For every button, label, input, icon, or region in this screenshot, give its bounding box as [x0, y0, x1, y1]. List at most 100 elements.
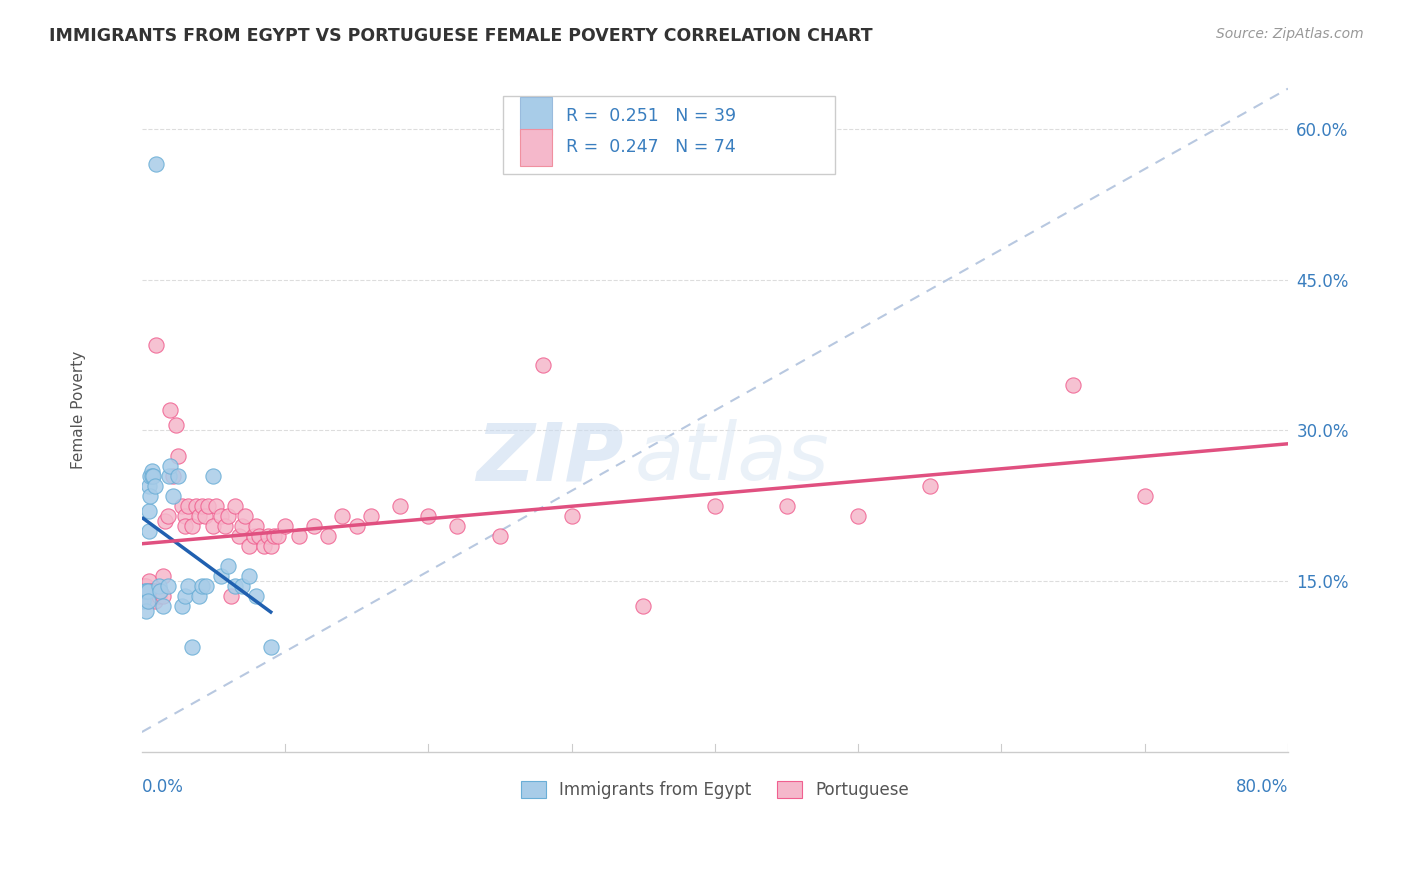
Text: atlas: atlas [634, 419, 830, 497]
Point [138, 504, 160, 518]
Point [134, 579, 156, 593]
Point [846, 508, 869, 523]
Point [918, 479, 941, 493]
Point [288, 529, 311, 543]
Point [138, 574, 160, 589]
FancyBboxPatch shape [520, 128, 553, 166]
Point [176, 499, 198, 513]
Point [252, 539, 274, 553]
Point [703, 499, 725, 513]
Text: R =  0.251   N = 39: R = 0.251 N = 39 [565, 107, 735, 125]
Point [145, 157, 167, 171]
Point [139, 468, 162, 483]
Y-axis label: Female Poverty: Female Poverty [72, 351, 86, 469]
Point [176, 579, 198, 593]
Point [138, 524, 160, 538]
Point [231, 579, 253, 593]
Point [135, 604, 157, 618]
Point [152, 569, 174, 583]
Point [245, 519, 267, 533]
Point [195, 579, 218, 593]
Point [149, 584, 172, 599]
Point [302, 519, 325, 533]
Point [245, 590, 267, 604]
Point [139, 489, 162, 503]
Point [228, 529, 250, 543]
Point [247, 529, 270, 543]
Point [134, 590, 156, 604]
Point [138, 479, 160, 493]
Text: 0.0%: 0.0% [142, 779, 184, 797]
Point [165, 418, 187, 433]
Point [153, 514, 176, 528]
Point [159, 403, 181, 417]
Point [214, 519, 236, 533]
Point [197, 499, 219, 513]
Point [142, 584, 165, 599]
Text: R =  0.247   N = 74: R = 0.247 N = 74 [565, 138, 735, 156]
Point [152, 590, 174, 604]
Point [238, 539, 260, 553]
Point [346, 519, 368, 533]
Point [141, 468, 163, 483]
FancyBboxPatch shape [503, 95, 835, 175]
Point [188, 590, 211, 604]
Point [149, 584, 172, 599]
Point [139, 594, 162, 608]
Point [162, 489, 184, 503]
Point [267, 529, 290, 543]
Point [194, 508, 217, 523]
Point [173, 590, 195, 604]
Point [143, 479, 166, 493]
Point [181, 519, 204, 533]
Point [166, 468, 188, 483]
Point [135, 584, 157, 599]
Point [143, 594, 166, 608]
Point [219, 590, 242, 604]
Point [238, 569, 260, 583]
Point [418, 508, 440, 523]
Point [191, 499, 214, 513]
Point [260, 539, 283, 553]
Point [170, 499, 193, 513]
Point [162, 468, 184, 483]
Point [157, 468, 180, 483]
Point [148, 579, 170, 593]
Point [274, 519, 297, 533]
Point [224, 579, 246, 593]
Point [217, 508, 239, 523]
Point [138, 584, 160, 599]
Point [159, 458, 181, 473]
Point [191, 579, 214, 593]
Point [233, 508, 256, 523]
Point [156, 579, 179, 593]
Point [134, 584, 156, 599]
Point [202, 519, 225, 533]
Point [152, 599, 174, 614]
Point [775, 499, 797, 513]
Point [132, 590, 155, 604]
Text: ZIP: ZIP [475, 419, 623, 497]
Point [136, 584, 159, 599]
Point [136, 584, 159, 599]
Point [141, 464, 163, 478]
Point [132, 579, 155, 593]
Point [166, 449, 188, 463]
Point [633, 599, 655, 614]
Point [332, 508, 354, 523]
Point [156, 508, 179, 523]
FancyBboxPatch shape [520, 97, 553, 135]
Point [489, 529, 512, 543]
Point [188, 508, 211, 523]
Point [561, 508, 583, 523]
Point [231, 519, 253, 533]
Point [202, 468, 225, 483]
Point [145, 338, 167, 352]
Point [260, 640, 283, 654]
Point [217, 559, 239, 574]
Point [242, 529, 264, 543]
Point [141, 584, 163, 599]
Point [531, 358, 554, 372]
Point [142, 468, 165, 483]
Point [1062, 378, 1084, 392]
